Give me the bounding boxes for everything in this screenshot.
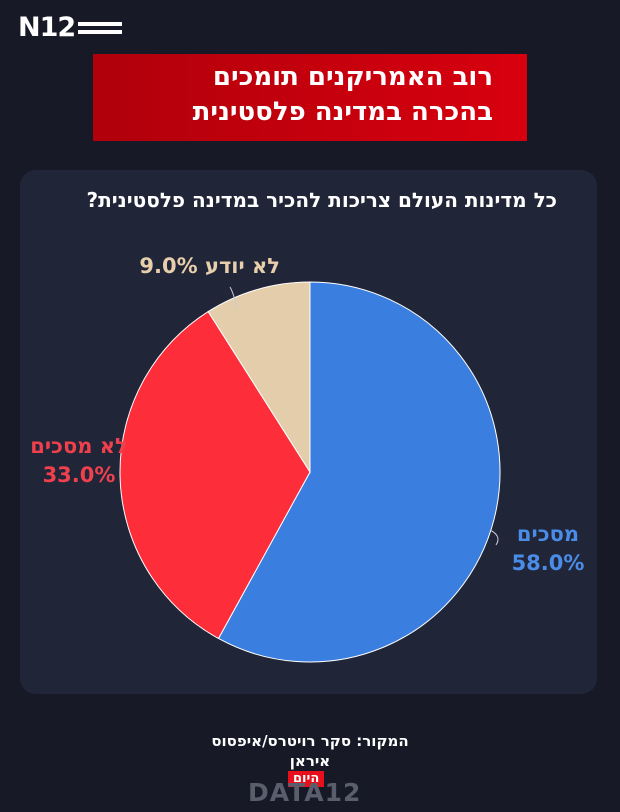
source-note: המקור: סקר רויטרס/איפסוס: [211, 732, 409, 750]
leader-line-agree: [489, 529, 499, 546]
menu-icon[interactable]: [78, 22, 123, 34]
slice-label-agree-text: מסכים: [516, 522, 580, 546]
n12-logo: N12: [18, 12, 123, 43]
logo-text: N12: [18, 12, 76, 43]
credit-badge: היום: [288, 771, 325, 787]
leader-line-dont-know: [229, 286, 238, 310]
slice-label-agree-value: 58.0%: [511, 551, 585, 575]
pie-slice-disagree: [119, 310, 311, 640]
chart-card: כל מדינות העולם צריכות להכיר במדינה פלסט…: [20, 170, 597, 694]
pie-chart: [119, 281, 501, 663]
headline: רוב האמריקנים תומכים בהכרה במדינה פלסטינ…: [93, 54, 527, 141]
slice-label-dont-know: לא יודע 9.0%: [130, 252, 280, 281]
pie-slice-dont-know: [207, 281, 311, 474]
chart-title: כל מדינות העולם צריכות להכיר במדינה פלסט…: [86, 188, 557, 212]
data12-logo: DATA12: [248, 778, 362, 807]
slice-label-disagree-text: לא מסכים: [30, 434, 128, 458]
headline-line-2: בהכרה במדינה פלסטינית: [192, 97, 493, 127]
slice-label-agree: מסכים 58.0%: [498, 520, 598, 578]
pie-slice-agree: [217, 281, 501, 663]
credit-name: איראן: [289, 752, 331, 770]
slice-label-disagree: לא מסכים 33.0%: [30, 432, 128, 490]
slice-label-dont-know-text: לא יודע: [204, 254, 280, 278]
slice-label-dont-know-value: 9.0%: [139, 254, 198, 278]
headline-line-1: רוב האמריקנים תומכים: [212, 62, 493, 92]
slice-label-disagree-value: 33.0%: [42, 463, 116, 487]
